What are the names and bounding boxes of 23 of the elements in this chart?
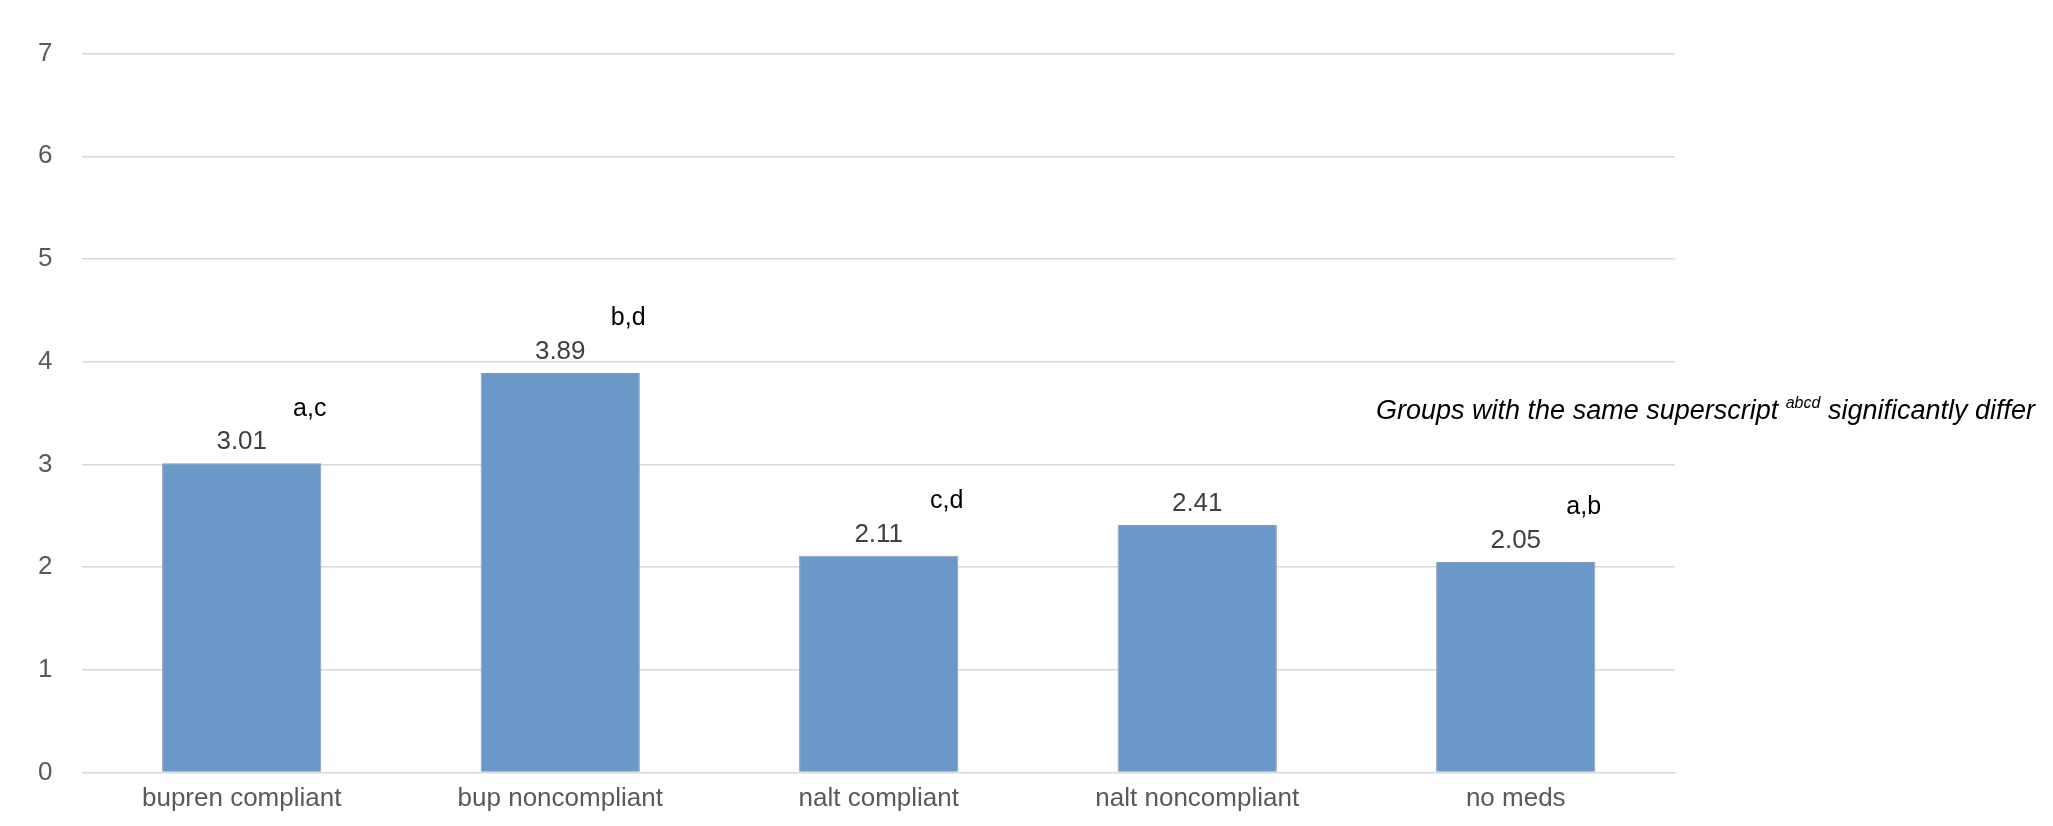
annotation: a,c	[293, 392, 327, 421]
y-tick-label: 7	[37, 36, 53, 67]
annotation: c,d	[930, 485, 964, 514]
annotation: Groups with the same superscript abcd significantly differ	[1376, 394, 2037, 425]
x-tick-label: bup noncompliant	[457, 782, 664, 813]
x-tick-label: nalt compliant	[798, 782, 960, 813]
data-label: 3.89	[534, 335, 586, 366]
data-label: 2.11	[854, 517, 904, 548]
data-label: 2.05	[1490, 524, 1542, 555]
y-tick-label: 2	[37, 550, 53, 581]
x-tick-label: bupren compliant	[141, 782, 343, 813]
data-label: 3.01	[216, 425, 268, 456]
x-tick-label: no meds	[1465, 782, 1566, 813]
y-tick-label: 0	[37, 755, 53, 786]
y-tick-label: 3	[37, 447, 53, 478]
y-tick-label: 1	[37, 652, 53, 683]
annotation: b,d	[610, 302, 646, 331]
y-tick-label: 4	[37, 344, 53, 375]
annotation: a,b	[1566, 491, 1602, 520]
x-tick-label: nalt noncompliant	[1095, 782, 1300, 813]
y-tick-label: 5	[37, 242, 53, 273]
y-tick-label: 6	[37, 139, 53, 170]
data-label: 2.41	[1171, 487, 1223, 518]
